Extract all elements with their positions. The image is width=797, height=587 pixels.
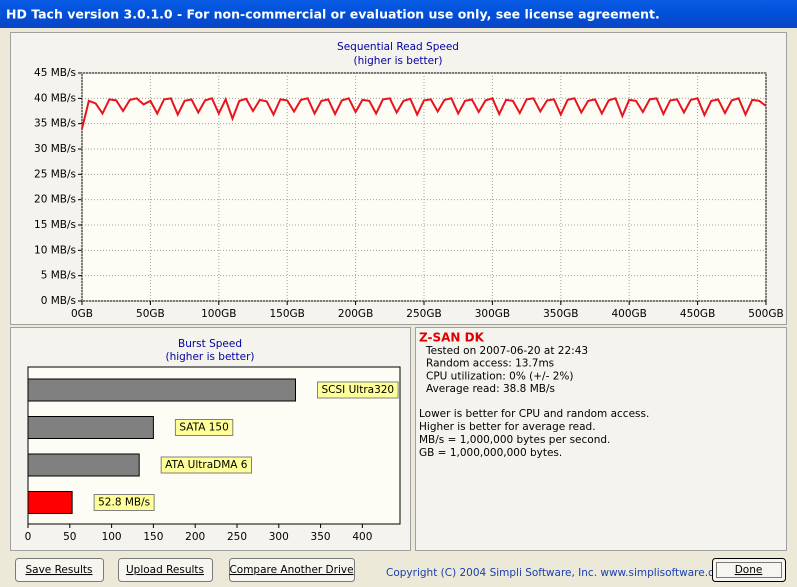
- y-tick-label: 15 MB/s: [34, 219, 76, 231]
- x-tick-label: 0: [25, 531, 32, 543]
- bar-label-box: [317, 381, 399, 399]
- x-tick-label: 500GB: [748, 308, 783, 320]
- button-face: [118, 558, 213, 582]
- chart-subtitle: (higher is better): [165, 351, 254, 363]
- y-tick-label: 25 MB/s: [34, 168, 76, 180]
- focus-ring: [716, 562, 782, 578]
- button[interactable]: Upload Results: [118, 558, 213, 582]
- x-tick-label: 350: [311, 531, 331, 543]
- chart-title: Sequential Read Speed: [337, 41, 459, 53]
- x-tick-label: 100GB: [201, 308, 236, 320]
- x-tick-label: 300: [269, 531, 289, 543]
- x-tick-label: 400: [352, 531, 372, 543]
- button[interactable]: Save Results: [15, 558, 104, 582]
- button-label: Upload Results: [126, 564, 204, 576]
- y-tick-label: 30 MB/s: [34, 143, 76, 155]
- bar-label-box: [160, 456, 252, 474]
- x-tick-label: 50: [63, 531, 76, 543]
- chart-title: Burst Speed: [178, 338, 242, 350]
- button-face: [712, 558, 786, 582]
- line-series: [81, 96, 767, 129]
- chart-subtitle: (higher is better): [353, 55, 442, 67]
- button[interactable]: Compare Another Drive: [229, 558, 355, 582]
- info-line: Tested on 2007-06-20 at 22:43: [425, 345, 588, 357]
- y-tick-label: 20 MB/s: [34, 194, 76, 206]
- drive-name: Z-SAN DK: [419, 331, 485, 345]
- info-line: Random access: 13.7ms: [426, 358, 554, 370]
- button-face: [15, 558, 104, 582]
- x-tick-label: 350GB: [543, 308, 578, 320]
- info-note: MB/s = 1,000,000 bytes per second.: [419, 434, 610, 446]
- copyright: Copyright (C) 2004 Simpli Software, Inc.…: [386, 567, 730, 579]
- y-tick-label: 40 MB/s: [34, 92, 76, 104]
- button-face: [229, 558, 355, 582]
- x-tick-label: 150GB: [270, 308, 305, 320]
- bar: [27, 378, 297, 402]
- button-label: Done: [735, 564, 763, 576]
- category-label: SCSI Ultra320: [322, 384, 395, 396]
- button-label: Save Results: [25, 564, 92, 576]
- x-tick-label: 200GB: [338, 308, 373, 320]
- x-tick-label: 400GB: [612, 308, 647, 320]
- info-line: Average read: 38.8 MB/s: [426, 383, 555, 395]
- x-tick-label: 200: [185, 531, 205, 543]
- window-title: HD Tach version 3.0.1.0 - For non-commer…: [6, 7, 660, 22]
- info-note: GB = 1,000,000,000 bytes.: [419, 447, 562, 459]
- title-bar: [0, 0, 797, 28]
- category-label: SATA 150: [179, 422, 228, 434]
- x-tick-label: 450GB: [680, 308, 715, 320]
- bar-label-box: [174, 419, 234, 436]
- info-line: CPU utilization: 0% (+/- 2%): [426, 370, 573, 382]
- panel: [415, 327, 787, 551]
- x-tick-label: 250GB: [406, 308, 441, 320]
- x-tick-label: 250: [227, 531, 247, 543]
- y-tick-label: 0 MB/s: [41, 295, 76, 307]
- info-note: Lower is better for CPU and random acces…: [419, 408, 649, 420]
- x-tick-label: 0GB: [71, 308, 93, 320]
- bar: [27, 491, 73, 514]
- button[interactable]: Done: [712, 558, 786, 582]
- value-label: 52.8 MB/s: [98, 497, 150, 509]
- y-tick-label: 10 MB/s: [34, 244, 76, 256]
- button-label: Compare Another Drive: [229, 564, 353, 576]
- y-tick-label: 45 MB/s: [34, 67, 76, 79]
- x-tick-label: 150: [143, 531, 163, 543]
- info-note: Higher is better for average read.: [419, 421, 596, 433]
- category-label: ATA UltraDMA 6: [165, 459, 248, 471]
- bar: [27, 416, 154, 439]
- x-tick-label: 100: [102, 531, 122, 543]
- bar-label-box: [93, 494, 155, 511]
- x-tick-label: 300GB: [475, 308, 510, 320]
- y-tick-label: 5 MB/s: [41, 270, 76, 282]
- x-tick-label: 50GB: [136, 308, 165, 320]
- bar: [27, 453, 140, 477]
- y-tick-label: 35 MB/s: [34, 118, 76, 130]
